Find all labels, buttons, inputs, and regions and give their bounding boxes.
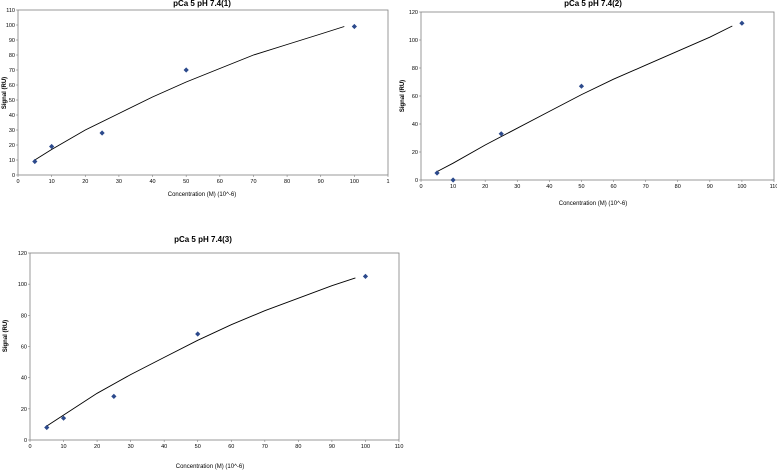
chart-1-x-tick-label: 40 [149, 179, 155, 185]
chart-1-x-tick-label: 90 [318, 179, 324, 185]
chart-1-xlabel: Concentration (M) (10^-6) [168, 192, 237, 198]
chart-3-title: pCa 5 pH 7.4(3) [174, 235, 232, 244]
chart-2-y-tick-label: 40 [412, 122, 418, 128]
chart-3-x-tick-label: 0 [28, 444, 31, 450]
chart-3-y-tick-label: 20 [21, 407, 27, 413]
chart-3-x-tick-label: 100 [361, 444, 370, 450]
chart-1-y-tick-label: 90 [9, 38, 15, 44]
chart-1-x-tick-label: 60 [217, 179, 223, 185]
chart-3: pCa 5 pH 7.4(3) Signal (RU) Concentratio… [0, 232, 410, 470]
chart-3-x-tick-label: 90 [329, 444, 335, 450]
chart-2-svg: pCa 5 pH 7.4(2) Signal (RU) Concentratio… [400, 0, 777, 207]
chart-3-frame [29, 252, 400, 441]
chart-1-y-tick-label: 110 [6, 8, 15, 14]
chart-1-fit-line [34, 26, 345, 161]
chart-2-x-tick-label: 70 [643, 184, 649, 190]
chart-2-x-tick-label: 100 [737, 184, 746, 190]
chart-2: pCa 5 pH 7.4(2) Signal (RU) Concentratio… [398, 0, 777, 215]
chart-3-ylabel: Signal (RU) [3, 320, 9, 352]
chart-2-data-point [450, 177, 456, 183]
chart-3-svg: pCa 5 pH 7.4(3) Signal (RU) Concentratio… [3, 235, 404, 470]
chart-1-title: pCa 5 pH 7.4(1) [173, 0, 231, 8]
chart-2-fit-line [436, 25, 733, 172]
chart-3-data-point [362, 273, 369, 279]
chart-1-x-tick-label: 30 [116, 179, 122, 185]
chart-1-x-tick-label: 80 [284, 179, 290, 185]
chart-2-x-tick-label: 90 [707, 184, 713, 190]
chart-1-y-tick-label: 30 [9, 128, 15, 134]
chart-2-plot: 0 10 20 30 40 50 60 70 80 90 100 110 0 20 40 60 80 100 120 [409, 10, 777, 190]
chart-2-x-tick-label: 60 [610, 184, 616, 190]
chart-2-y-tick-label: 60 [412, 94, 418, 100]
chart-1-y-tick-label: 10 [9, 158, 15, 164]
chart-1: pCa 5 pH 7.4(1) Signal (RU) Concentratio… [0, 0, 395, 200]
chart-1-y-tick-label: 60 [9, 83, 15, 89]
chart-3-y-tick-label: 100 [18, 282, 27, 288]
chart-1-y-tick-label: 70 [9, 68, 15, 74]
chart-2-y-tick-label: 100 [409, 38, 418, 44]
chart-3-x-tick-label: 50 [195, 444, 201, 450]
chart-1-frame [17, 9, 389, 176]
chart-3-x-tick-label: 70 [262, 444, 268, 450]
chart-2-y-tick-label: 20 [412, 150, 418, 156]
chart-1-data-point [49, 143, 55, 150]
chart-3-plot: 0 10 20 30 40 50 60 70 80 90 100 110 0 20 40 60 80 100 120 [18, 251, 404, 450]
chart-1-ylabel: Signal (RU) [2, 77, 8, 109]
chart-2-title: pCa 5 pH 7.4(2) [564, 0, 622, 8]
chart-1-y-tick-label: 20 [9, 143, 15, 149]
chart-3-x-tick-label: 110 [395, 444, 404, 450]
chart-1-x-tick-label: 0 [16, 179, 19, 185]
chart-1-data-point [351, 23, 357, 30]
chart-2-ylabel: Signal (RU) [400, 80, 406, 112]
chart-2-xlabel: Concentration (M) (10^-6) [559, 201, 628, 207]
chart-3-x-tick-label: 20 [94, 444, 100, 450]
chart-1-x-tick-label: 70 [250, 179, 256, 185]
chart-2-x-tick-label: 110 [770, 184, 777, 190]
chart-1-data-point [99, 130, 105, 136]
chart-1-data-point [183, 67, 189, 73]
chart-2-data-point [739, 20, 745, 26]
chart-3-y-tick-label: 120 [18, 251, 27, 257]
chart-2-x-tick-label: 10 [450, 184, 456, 190]
chart-2-x-tick-label: 20 [482, 184, 488, 190]
chart-3-y-tick-label: 0 [24, 438, 27, 444]
chart-3-data-point [195, 331, 201, 337]
chart-3-x-tick-label: 80 [295, 444, 301, 450]
chart-1-y-tick-label: 100 [6, 23, 15, 29]
chart-2-y-tick-label: 120 [409, 10, 418, 16]
chart-1-y-tick-label: 50 [9, 98, 15, 104]
chart-3-x-tick-label: 10 [60, 444, 66, 450]
chart-1-plot: 0 10 20 30 40 50 60 70 80 90 100 101020304050607080… [6, 8, 390, 185]
chart-2-y-tick-label: 0 [415, 178, 418, 184]
chart-3-x-tick-label: 60 [228, 444, 234, 450]
chart-3-data-point [44, 424, 50, 431]
chart-1-data-point [32, 158, 38, 165]
chart-1-x-tick-label: 1 [386, 179, 389, 185]
chart-1-y-tick-label: 40 [9, 113, 15, 119]
chart-1-x-tick-label: 100 [350, 179, 359, 185]
chart-3-x-tick-label: 40 [161, 444, 167, 450]
chart-1-x-tick-label: 50 [183, 179, 189, 185]
chart-3-y-tick-label: 80 [21, 313, 27, 319]
chart-2-data-point [578, 83, 585, 89]
chart-1-y-tick-label: 0 [12, 173, 15, 179]
chart-2-x-tick-label: 80 [675, 184, 681, 190]
chart-3-xlabel: Concentration (M) (10^-6) [176, 464, 245, 470]
chart-1-x-tick-label: 20 [82, 179, 88, 185]
chart-3-y-tick-label: 60 [21, 345, 27, 351]
chart-3-data-point [111, 393, 117, 399]
chart-2-x-tick-label: 40 [546, 184, 552, 190]
chart-2-x-tick-label: 0 [419, 184, 422, 190]
chart-2-x-tick-label: 30 [514, 184, 520, 190]
chart-1-svg: pCa 5 pH 7.4(1) Signal (RU) Concentratio… [2, 0, 390, 198]
chart-3-y-tick-label: 40 [21, 376, 27, 382]
chart-1-y-tick-label: 80 [9, 53, 15, 59]
chart-3-x-tick-label: 30 [128, 444, 134, 450]
chart-2-data-point [434, 170, 440, 176]
chart-2-y-tick-label: 80 [412, 66, 418, 72]
chart-2-x-tick-label: 50 [578, 184, 584, 190]
chart-2-frame [420, 11, 775, 181]
chart-1-x-tick-label: 10 [49, 179, 55, 185]
chart-3-fit-line [46, 277, 356, 427]
